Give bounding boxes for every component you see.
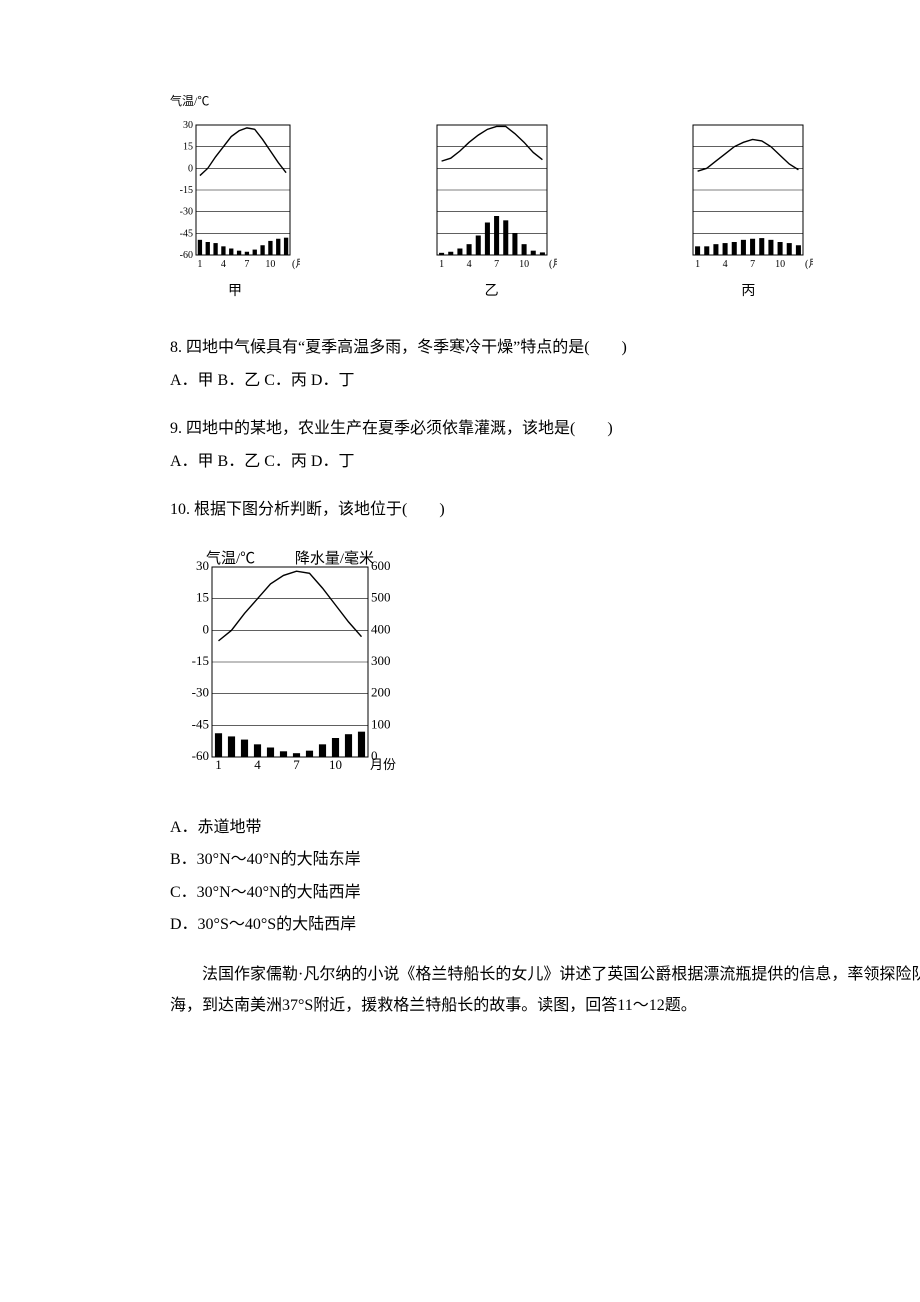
svg-text:200: 200 [371, 685, 391, 700]
svg-text:(月): (月) [292, 258, 300, 270]
svg-text:-60: -60 [180, 250, 193, 261]
svg-text:气温/℃: 气温/℃ [206, 550, 255, 567]
q10-optB: B．30°N～40°N的大陆东岸 [170, 845, 920, 875]
climate-chart-bing: 1 4 7 10 (月) [683, 115, 813, 275]
svg-text:月份: 月份 [370, 757, 396, 772]
svg-text:-30: -30 [180, 206, 193, 217]
svg-text:10: 10 [519, 259, 529, 270]
svg-text:7: 7 [494, 259, 499, 270]
climate-chart-yi: 1 4 7 10 (月) [427, 115, 557, 275]
chart-panel-yi: 1 4 7 10 (月) 乙 [427, 90, 557, 305]
q9-options: A．甲 B．乙 C．丙 D．丁 [170, 447, 920, 477]
chart-caption-bing: 丙 [741, 279, 755, 306]
svg-text:1: 1 [439, 259, 444, 270]
q10-chart-wrap: 30150-15-30-45-6060050040030020010001471… [170, 543, 920, 794]
passage-grant: 法国作家儒勒·凡尔纳的小说《格兰特船长的女儿》讲述了英国公爵根据漂流瓶提供的信息… [170, 960, 920, 1021]
svg-text:100: 100 [371, 717, 391, 732]
svg-text:0: 0 [203, 622, 210, 637]
svg-text:400: 400 [371, 622, 391, 637]
svg-text:(月): (月) [549, 258, 557, 270]
climate-charts-row: 气温/℃ 30 15 0 -15 -30 -45 -60 1 4 7 10 (月) 甲 1 4 7 10 (月… [170, 90, 920, 305]
question-9: 9. 四地中的某地，农业生产在夏季必须依靠灌溉，该地是( ) A．甲 B．乙 C… [170, 414, 920, 477]
q8-stem: 8. 四地中气候具有“夏季高温多雨，冬季寒冷干燥”特点的是( ) [170, 333, 920, 363]
svg-text:10: 10 [775, 259, 785, 270]
svg-text:-60: -60 [192, 748, 209, 763]
question-8: 8. 四地中气候具有“夏季高温多雨，冬季寒冷干燥”特点的是( ) A．甲 B．乙… [170, 333, 920, 396]
q10-options: A．赤道地带 B．30°N～40°N的大陆东岸 C．30°N～40°N的大陆西岸… [170, 813, 920, 941]
chart-caption-jia: 甲 [228, 279, 242, 306]
svg-text:4: 4 [254, 757, 261, 772]
svg-text:降水量/毫米: 降水量/毫米 [295, 549, 374, 567]
svg-text:1: 1 [695, 259, 700, 270]
svg-text:(月): (月) [805, 258, 813, 270]
q8-options: A．甲 B．乙 C．丙 D．丁 [170, 366, 920, 396]
svg-text:-15: -15 [180, 185, 193, 196]
svg-text:4: 4 [466, 259, 471, 270]
svg-text:10: 10 [329, 757, 342, 772]
svg-text:500: 500 [371, 590, 391, 605]
svg-text:4: 4 [221, 259, 226, 270]
svg-text:7: 7 [750, 259, 755, 270]
svg-text:-45: -45 [180, 228, 193, 239]
svg-text:30: 30 [183, 120, 193, 131]
q10-optC: C．30°N～40°N的大陆西岸 [170, 878, 920, 908]
chart-panel-bing: 1 4 7 10 (月) 丙 [683, 90, 813, 305]
chart-panel-jia: 气温/℃ 30 15 0 -15 -30 -45 -60 1 4 7 10 (月) 甲 [170, 90, 300, 305]
chart-caption-yi: 乙 [485, 279, 499, 306]
svg-text:4: 4 [723, 259, 728, 270]
q10-optA: A．赤道地带 [170, 813, 920, 843]
climate-chart-jia: 30 15 0 -15 -30 -45 -60 1 4 7 10 (月) [170, 115, 300, 275]
svg-text:1: 1 [197, 259, 202, 270]
svg-text:-45: -45 [192, 717, 209, 732]
svg-text:15: 15 [183, 141, 193, 152]
svg-text:15: 15 [196, 590, 209, 605]
svg-text:7: 7 [293, 757, 300, 772]
q10-optD: D．30°S～40°S的大陆西岸 [170, 910, 920, 940]
q9-stem: 9. 四地中的某地，农业生产在夏季必须依靠灌溉，该地是( ) [170, 414, 920, 444]
svg-text:0: 0 [188, 163, 193, 174]
q10-stem: 10. 根据下图分析判断，该地位于( ) [170, 495, 920, 525]
question-10: 10. 根据下图分析判断，该地位于( ) [170, 495, 920, 525]
q10-climate-chart: 30150-15-30-45-6060050040030020010001471… [170, 543, 410, 783]
temp-axis-label: 气温/℃ [170, 90, 209, 113]
svg-text:300: 300 [371, 653, 391, 668]
svg-text:-30: -30 [192, 685, 209, 700]
svg-text:1: 1 [215, 757, 222, 772]
svg-text:10: 10 [265, 259, 275, 270]
svg-text:-15: -15 [192, 653, 209, 668]
svg-text:7: 7 [244, 259, 249, 270]
